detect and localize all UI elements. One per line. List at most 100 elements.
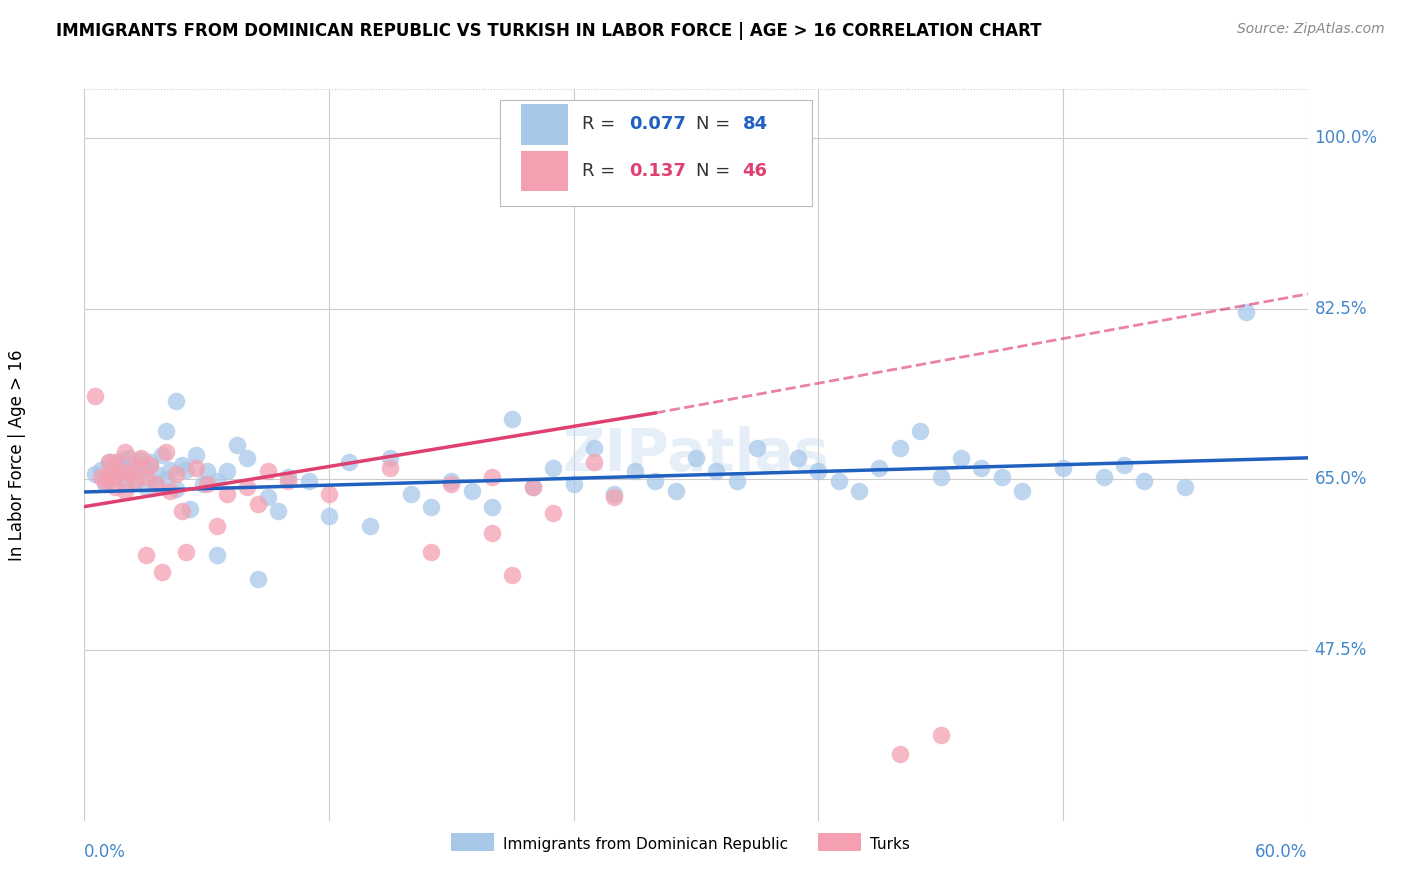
Point (90, 470, 112, 484)
Text: Source: ZipAtlas.com: Source: ZipAtlas.com (1237, 22, 1385, 37)
Point (582, 441, 605, 455)
Point (1114, 458, 1136, 472)
FancyBboxPatch shape (451, 833, 494, 851)
Point (191, 477, 214, 491)
Point (172, 503, 194, 517)
Point (889, 441, 911, 455)
Point (118, 467, 141, 482)
Point (114, 458, 136, 472)
Point (150, 448, 173, 462)
Point (339, 455, 360, 469)
Point (165, 467, 187, 482)
Point (97, 455, 120, 469)
Point (179, 501, 201, 516)
Point (318, 487, 340, 501)
Point (186, 460, 208, 475)
Point (186, 448, 208, 462)
FancyBboxPatch shape (818, 833, 860, 851)
Point (481, 500, 503, 514)
Point (685, 450, 707, 465)
Point (118, 467, 141, 482)
Point (461, 483, 484, 498)
Point (114, 445, 136, 459)
Point (165, 394, 187, 409)
Point (145, 477, 167, 491)
Point (380, 460, 402, 475)
Point (1092, 470, 1115, 484)
Point (318, 509, 340, 524)
Text: 82.5%: 82.5% (1315, 300, 1367, 318)
Point (562, 477, 585, 491)
Text: 60.0%: 60.0% (1256, 843, 1308, 861)
Point (131, 450, 153, 465)
Point (501, 567, 523, 582)
Point (174, 462, 197, 476)
Point (159, 483, 181, 498)
Point (165, 482, 187, 496)
Text: 100.0%: 100.0% (1315, 129, 1378, 147)
Point (1133, 475, 1156, 489)
Point (145, 467, 167, 482)
Point (195, 477, 218, 491)
Text: In Labor Force | Age > 16: In Labor Force | Age > 16 (8, 349, 25, 561)
Text: R =: R = (582, 161, 616, 179)
Text: 65.0%: 65.0% (1315, 470, 1367, 488)
Point (150, 565, 173, 579)
Point (501, 412, 523, 426)
Point (257, 465, 280, 479)
Point (267, 503, 290, 517)
Point (110, 465, 132, 479)
Text: 46: 46 (742, 161, 768, 179)
Point (93, 477, 115, 491)
Point (138, 455, 160, 469)
Point (145, 477, 167, 491)
Point (481, 470, 503, 484)
FancyBboxPatch shape (522, 104, 568, 145)
Point (104, 455, 127, 469)
Point (420, 545, 443, 559)
Point (104, 470, 127, 484)
Point (93, 475, 115, 489)
Point (217, 465, 239, 479)
Point (869, 460, 891, 475)
Point (205, 519, 228, 533)
Point (246, 572, 269, 586)
Point (664, 483, 686, 498)
Text: Immigrants from Dominican Republic: Immigrants from Dominican Republic (503, 837, 787, 852)
Point (236, 480, 259, 494)
Text: 84: 84 (742, 115, 768, 133)
Point (104, 470, 127, 484)
Point (159, 462, 181, 476)
Point (217, 487, 239, 501)
Point (135, 460, 157, 475)
Point (124, 462, 146, 476)
Point (440, 475, 463, 489)
Point (277, 475, 299, 489)
Point (104, 460, 127, 475)
Point (380, 450, 402, 465)
Point (481, 525, 503, 540)
Point (582, 455, 605, 469)
Point (522, 480, 544, 494)
Point (929, 728, 952, 742)
Point (277, 470, 299, 484)
Point (135, 470, 157, 484)
Point (172, 458, 194, 472)
Text: Turks: Turks (870, 837, 910, 852)
Point (908, 424, 931, 438)
Point (124, 475, 146, 489)
Point (174, 545, 197, 559)
FancyBboxPatch shape (522, 151, 568, 191)
Text: R =: R = (582, 115, 616, 133)
Point (725, 475, 748, 489)
Point (83, 389, 105, 403)
Point (236, 450, 259, 465)
Point (704, 465, 728, 479)
Point (359, 519, 381, 533)
Point (138, 458, 160, 472)
Point (97, 475, 120, 489)
Point (97, 467, 120, 482)
Point (889, 747, 911, 762)
Point (950, 450, 973, 465)
Point (155, 472, 177, 486)
